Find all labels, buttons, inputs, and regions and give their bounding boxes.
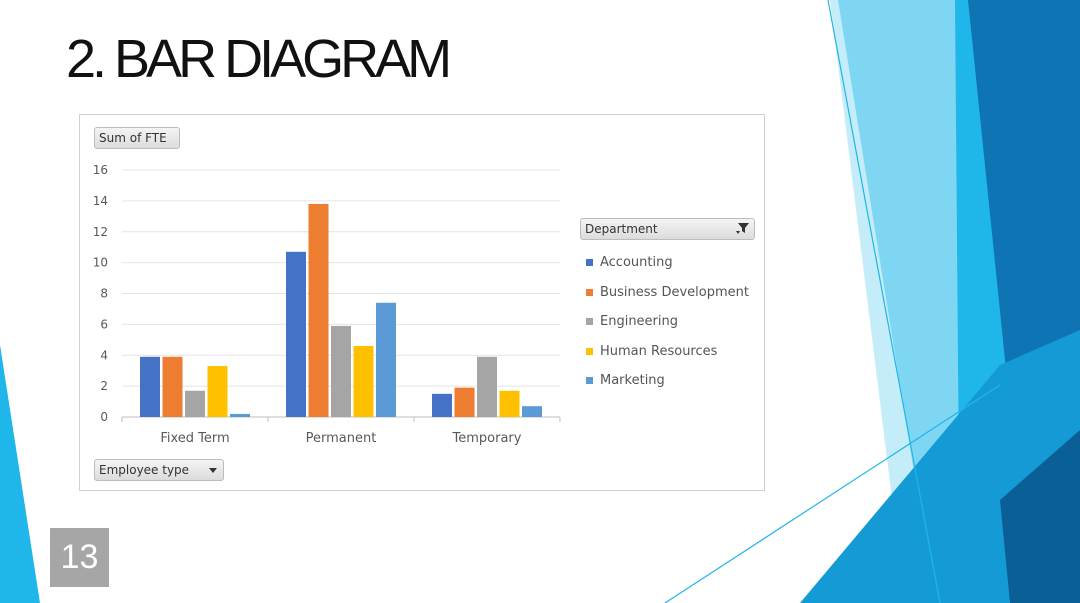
bar	[140, 356, 160, 417]
department-label: Department	[585, 222, 658, 236]
legend-item: Business Development	[586, 278, 749, 308]
bar	[432, 393, 452, 417]
sum-of-fte-button[interactable]: Sum of FTE	[94, 127, 180, 149]
bar	[353, 345, 374, 417]
y-tick-label: 16	[93, 163, 108, 177]
deco-line-long	[827, 0, 941, 603]
x-tick-label: Fixed Term	[160, 431, 229, 446]
bar	[499, 390, 520, 417]
filter-icon[interactable]	[735, 221, 751, 237]
legend-label: Human Resources	[600, 343, 718, 359]
y-tick-label: 2	[100, 379, 108, 393]
employee-type-button[interactable]: Employee type	[94, 459, 224, 481]
legend-label: Engineering	[600, 314, 678, 330]
y-tick-label: 6	[100, 317, 108, 331]
legend-swatch	[586, 288, 593, 296]
page-number: 13	[50, 528, 109, 587]
pivot-chart[interactable]: 0 2 4 6 8 10 12 14 16 Fixed Term Permanent Temporar…	[79, 114, 765, 491]
y-tick-label: 4	[100, 348, 108, 362]
legend-swatch	[586, 377, 593, 385]
bar	[477, 356, 497, 417]
y-tick-label: 12	[93, 225, 108, 239]
deco-line-diagonal	[664, 384, 1001, 603]
legend-swatch	[586, 259, 593, 267]
legend-item: Engineering	[586, 307, 749, 337]
bar	[207, 366, 228, 417]
deco-shape-left-edge	[0, 345, 40, 603]
legend-item: Accounting	[586, 248, 749, 278]
chart-canvas: 0 2 4 6 8 10 12 14 16 Fixed Term Permanent Temporar…	[93, 163, 561, 446]
legend-label: Business Development	[600, 284, 749, 300]
legend-label: Accounting	[600, 255, 673, 271]
bar	[162, 356, 183, 417]
x-tick-label: Temporary	[452, 431, 522, 446]
legend-item: Marketing	[586, 366, 749, 396]
chart-legend: Accounting Business Development Engineer…	[586, 248, 749, 396]
slide-title: 2. BAR DIAGRAM	[66, 29, 452, 89]
bar	[308, 203, 329, 417]
bar	[522, 406, 542, 417]
sum-of-fte-label: Sum of FTE	[99, 131, 167, 145]
y-tick-label: 14	[93, 194, 108, 208]
y-tick-label: 8	[100, 287, 108, 301]
bar	[376, 302, 396, 417]
dropdown-arrow-icon[interactable]	[209, 468, 217, 473]
department-button[interactable]: Department	[580, 218, 755, 240]
y-tick-label: 10	[93, 256, 108, 270]
bar	[286, 251, 306, 417]
bar	[230, 413, 250, 417]
deco-shape-corner	[1000, 430, 1080, 603]
y-tick-label: 0	[100, 410, 108, 424]
employee-type-label: Employee type	[99, 463, 190, 477]
legend-item: Human Resources	[586, 337, 749, 367]
bar	[454, 387, 475, 417]
bar	[331, 325, 351, 417]
legend-swatch	[586, 318, 593, 326]
x-tick-label: Permanent	[306, 431, 377, 446]
legend-swatch	[586, 347, 593, 355]
bar	[185, 390, 205, 417]
legend-label: Marketing	[600, 373, 665, 389]
